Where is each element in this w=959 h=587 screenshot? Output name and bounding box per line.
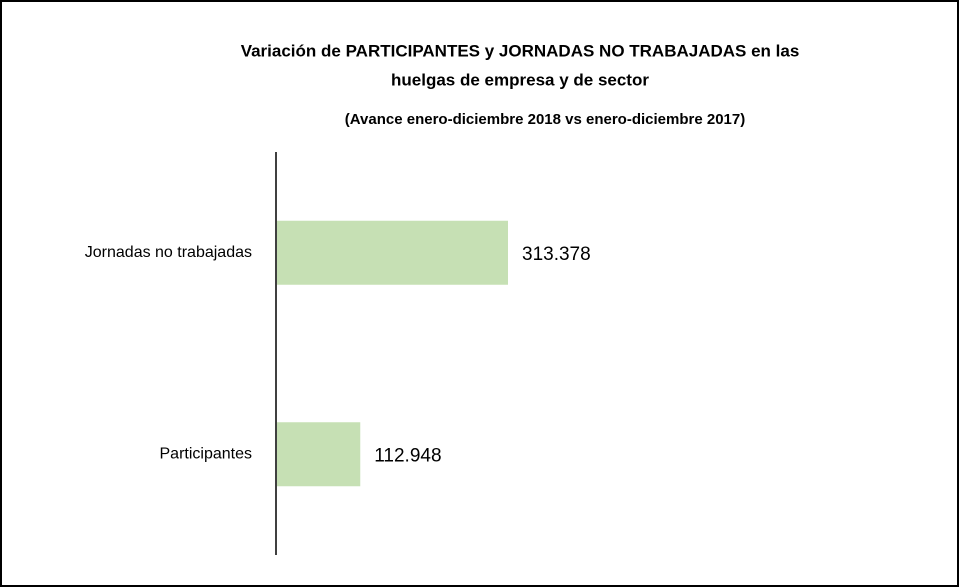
chart-title: huelgas de empresa y de sector — [391, 70, 649, 89]
category-label: Participantes — [160, 445, 253, 462]
category-label: Jornadas no trabajadas — [85, 244, 252, 261]
bar — [277, 422, 361, 487]
value-label: 112.948 — [374, 445, 441, 466]
value-label: 313.378 — [522, 244, 591, 265]
chart-subtitle: (Avance enero-diciembre 2018 vs enero-di… — [345, 111, 745, 128]
bar — [277, 220, 508, 285]
chart-title: Variación de PARTICIPANTES y JORNADAS NO… — [241, 41, 800, 60]
